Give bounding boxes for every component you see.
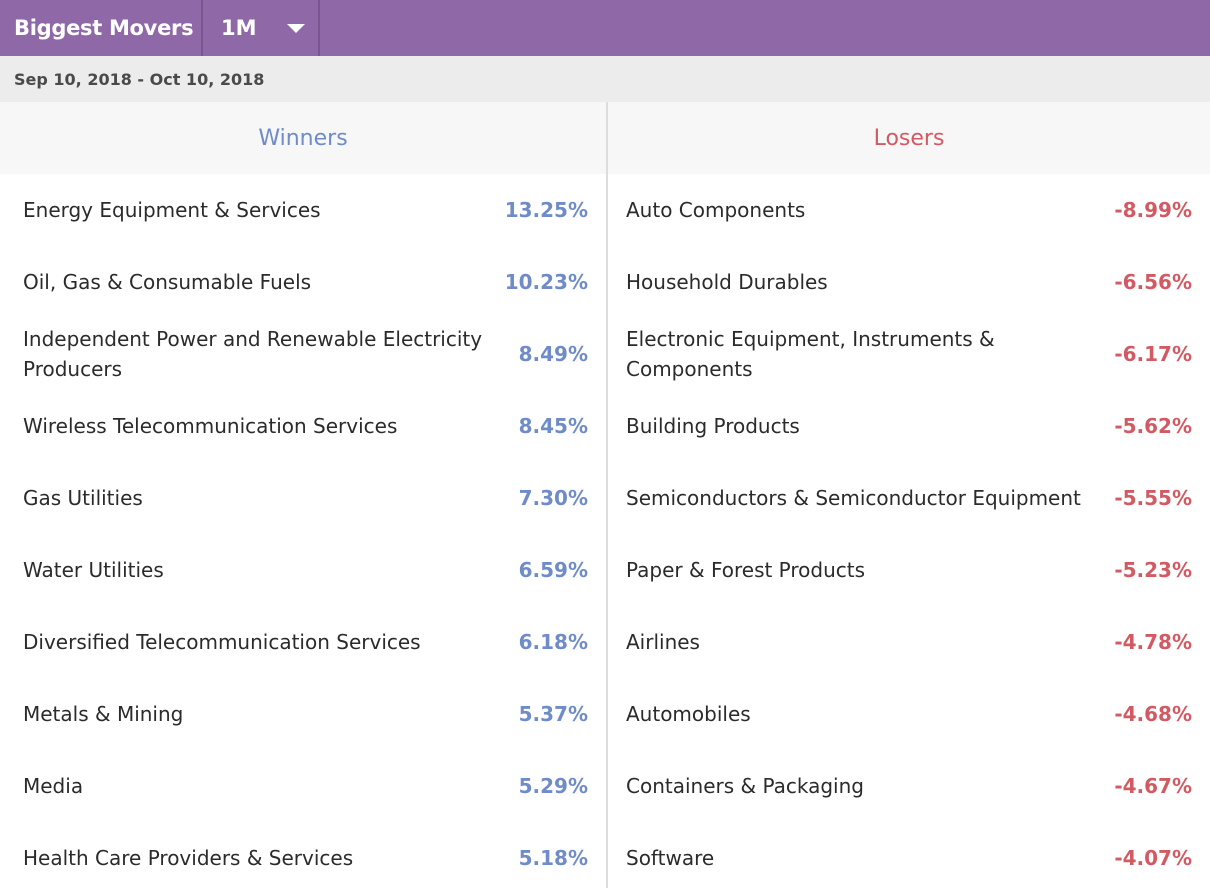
loser-name: Software	[626, 846, 715, 870]
winner-row[interactable]: Energy Equipment & Services 13.25%	[0, 174, 606, 246]
winner-name: Energy Equipment & Services	[23, 198, 321, 222]
winner-name: Independent Power and Renewable Electric…	[23, 327, 483, 381]
loser-name: Automobiles	[626, 702, 751, 726]
losers-heading: Losers	[608, 102, 1210, 174]
winner-value: 6.59%	[518, 558, 588, 582]
loser-row[interactable]: Auto Components -8.99%	[608, 174, 1210, 246]
winner-value: 5.29%	[518, 774, 588, 798]
winner-value: 8.49%	[518, 342, 588, 366]
loser-name: Paper & Forest Products	[626, 558, 866, 582]
widget-title: Biggest Movers	[0, 0, 203, 56]
winner-value: 5.18%	[518, 846, 588, 870]
winner-row[interactable]: Health Care Providers & Services 5.18%	[0, 822, 606, 894]
loser-value: -6.56%	[1114, 270, 1192, 294]
loser-value: -4.07%	[1114, 846, 1192, 870]
loser-name: Electronic Equipment, Instruments & Comp…	[626, 327, 995, 381]
winner-row[interactable]: Oil, Gas & Consumable Fuels 10.23%	[0, 246, 606, 318]
losers-list: Auto Components -8.99% Household Durables…	[608, 174, 1210, 894]
winner-name: Water Utilities	[23, 558, 164, 582]
winner-row[interactable]: Diversified Telecommunication Services 6.…	[0, 606, 606, 678]
loser-row[interactable]: Airlines -4.78%	[608, 606, 1210, 678]
loser-name: Containers & Packaging	[626, 774, 864, 798]
winner-value: 6.18%	[518, 630, 588, 654]
winner-row[interactable]: Wireless Telecommunication Services 8.45%	[0, 390, 606, 462]
loser-row[interactable]: Electronic Equipment, Instruments & Comp…	[608, 318, 1210, 390]
winner-value: 8.45%	[518, 414, 588, 438]
winner-row[interactable]: Metals & Mining 5.37%	[0, 678, 606, 750]
period-label: 1M	[221, 16, 257, 40]
loser-value: -4.78%	[1114, 630, 1192, 654]
loser-row[interactable]: Containers & Packaging -4.67%	[608, 750, 1210, 822]
caret-down-icon	[286, 23, 305, 33]
header-bar: Biggest Movers 1M	[0, 0, 1210, 56]
winner-name: Wireless Telecommunication Services	[23, 414, 398, 438]
column-divider	[606, 102, 608, 888]
winner-name: Media	[23, 774, 84, 798]
loser-name: Building Products	[626, 414, 800, 438]
loser-row[interactable]: Building Products -5.62%	[608, 390, 1210, 462]
winners-heading: Winners	[0, 102, 606, 174]
loser-value: -6.17%	[1114, 342, 1192, 366]
loser-name: Auto Components	[626, 198, 806, 222]
loser-value: -8.99%	[1114, 198, 1192, 222]
winner-row[interactable]: Independent Power and Renewable Electric…	[0, 318, 606, 390]
winner-row[interactable]: Gas Utilities 7.30%	[0, 462, 606, 534]
winner-name: Metals & Mining	[23, 702, 184, 726]
loser-row[interactable]: Household Durables -6.56%	[608, 246, 1210, 318]
winner-row[interactable]: Media 5.29%	[0, 750, 606, 822]
winners-list: Energy Equipment & Services 13.25% Oil, G…	[0, 174, 606, 894]
winner-name: Diversified Telecommunication Services	[23, 630, 421, 654]
winner-row[interactable]: Water Utilities 6.59%	[0, 534, 606, 606]
loser-value: -5.23%	[1114, 558, 1192, 582]
loser-row[interactable]: Automobiles -4.68%	[608, 678, 1210, 750]
winner-name: Oil, Gas & Consumable Fuels	[23, 270, 312, 294]
loser-name: Household Durables	[626, 270, 828, 294]
winner-name: Gas Utilities	[23, 486, 143, 510]
loser-value: -5.55%	[1114, 486, 1192, 510]
loser-value: -5.62%	[1114, 414, 1192, 438]
winner-value: 10.23%	[504, 270, 588, 294]
loser-name: Semiconductors & Semiconductor Equipment	[626, 486, 1081, 510]
loser-value: -4.68%	[1114, 702, 1192, 726]
winner-value: 5.37%	[518, 702, 588, 726]
winner-name: Health Care Providers & Services	[23, 846, 354, 870]
date-range: Sep 10, 2018 - Oct 10, 2018	[0, 56, 1210, 102]
loser-value: -4.67%	[1114, 774, 1192, 798]
period-dropdown[interactable]: 1M	[203, 0, 320, 56]
winner-value: 13.25%	[504, 198, 588, 222]
loser-row[interactable]: Software -4.07%	[608, 822, 1210, 894]
winner-value: 7.30%	[518, 486, 588, 510]
loser-row[interactable]: Paper & Forest Products -5.23%	[608, 534, 1210, 606]
loser-name: Airlines	[626, 630, 700, 654]
loser-row[interactable]: Semiconductors & Semiconductor Equipment…	[608, 462, 1210, 534]
